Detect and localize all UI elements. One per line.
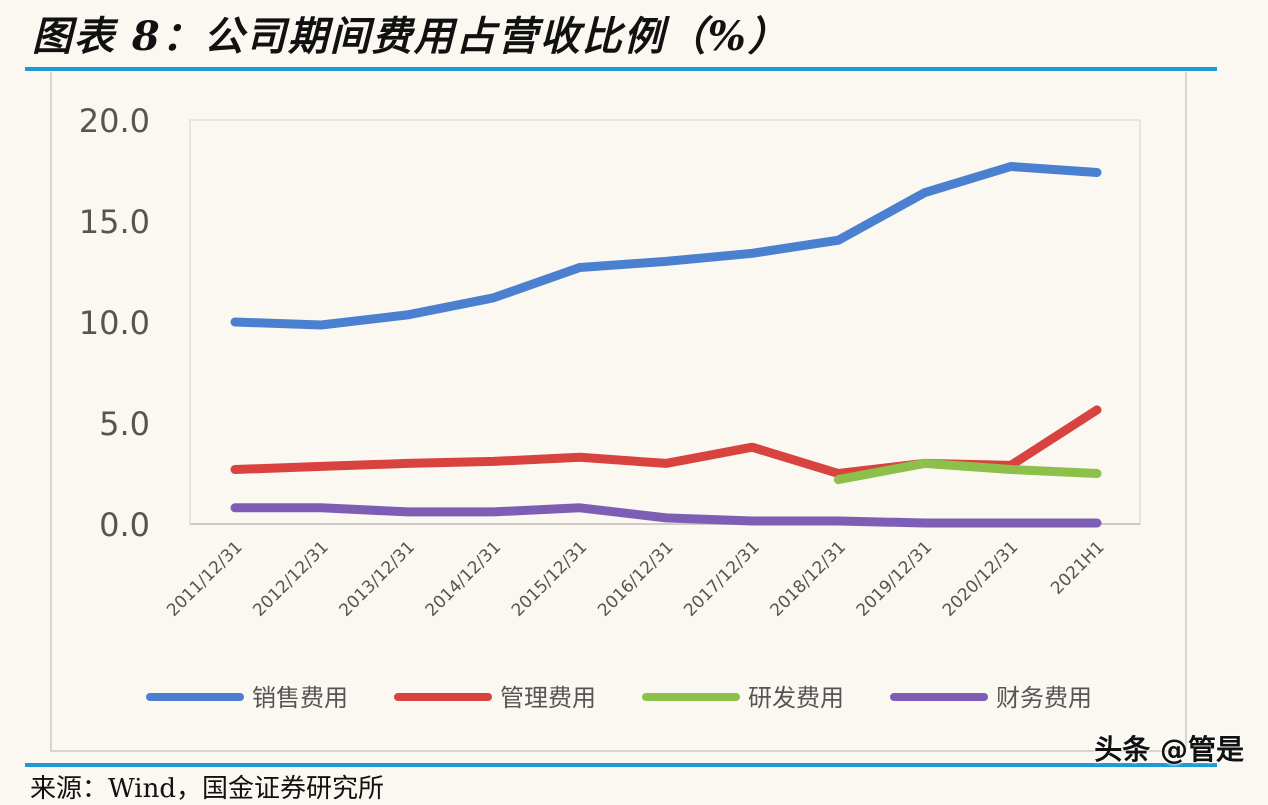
x-tick-label: 2013/12/31 [336, 537, 419, 620]
x-tick-label: 2014/12/31 [422, 537, 505, 620]
legend-label: 财务费用 [996, 684, 1092, 712]
y-tick-label: 15.0 [79, 203, 150, 241]
x-tick-label: 2019/12/31 [853, 537, 936, 620]
chart-title: 图表 8：公司期间费用占营收比例（%） [32, 13, 790, 60]
legend-label: 销售费用 [252, 684, 348, 712]
x-tick-label: 2016/12/31 [594, 537, 677, 620]
top-rule [25, 67, 1217, 71]
x-tick-label: 2017/12/31 [680, 537, 763, 620]
legend-label: 管理费用 [500, 684, 596, 712]
x-tick-label: 2012/12/31 [249, 537, 332, 620]
series-line-3 [833, 458, 1102, 485]
y-tick-label: 0.0 [99, 506, 150, 544]
source-note: 来源：Wind，国金证券研究所 [30, 774, 384, 804]
chart-frame [50, 72, 1187, 752]
watermark: 头条 @管是 [1094, 733, 1244, 766]
legend-label: 研发费用 [748, 684, 844, 712]
bottom-rule [25, 763, 1217, 767]
y-tick-label: 10.0 [79, 304, 150, 342]
y-tick-label: 20.0 [79, 102, 150, 140]
series-line-1 [230, 162, 1102, 330]
x-tick-label: 2018/12/31 [767, 537, 850, 620]
x-tick-label: 2021H1 [1047, 537, 1108, 598]
series-line-4 [230, 503, 1102, 528]
y-tick-label: 5.0 [99, 405, 150, 443]
x-tick-label: 2020/12/31 [939, 537, 1022, 620]
x-tick-label: 2011/12/31 [163, 537, 246, 620]
x-tick-label: 2015/12/31 [508, 537, 591, 620]
